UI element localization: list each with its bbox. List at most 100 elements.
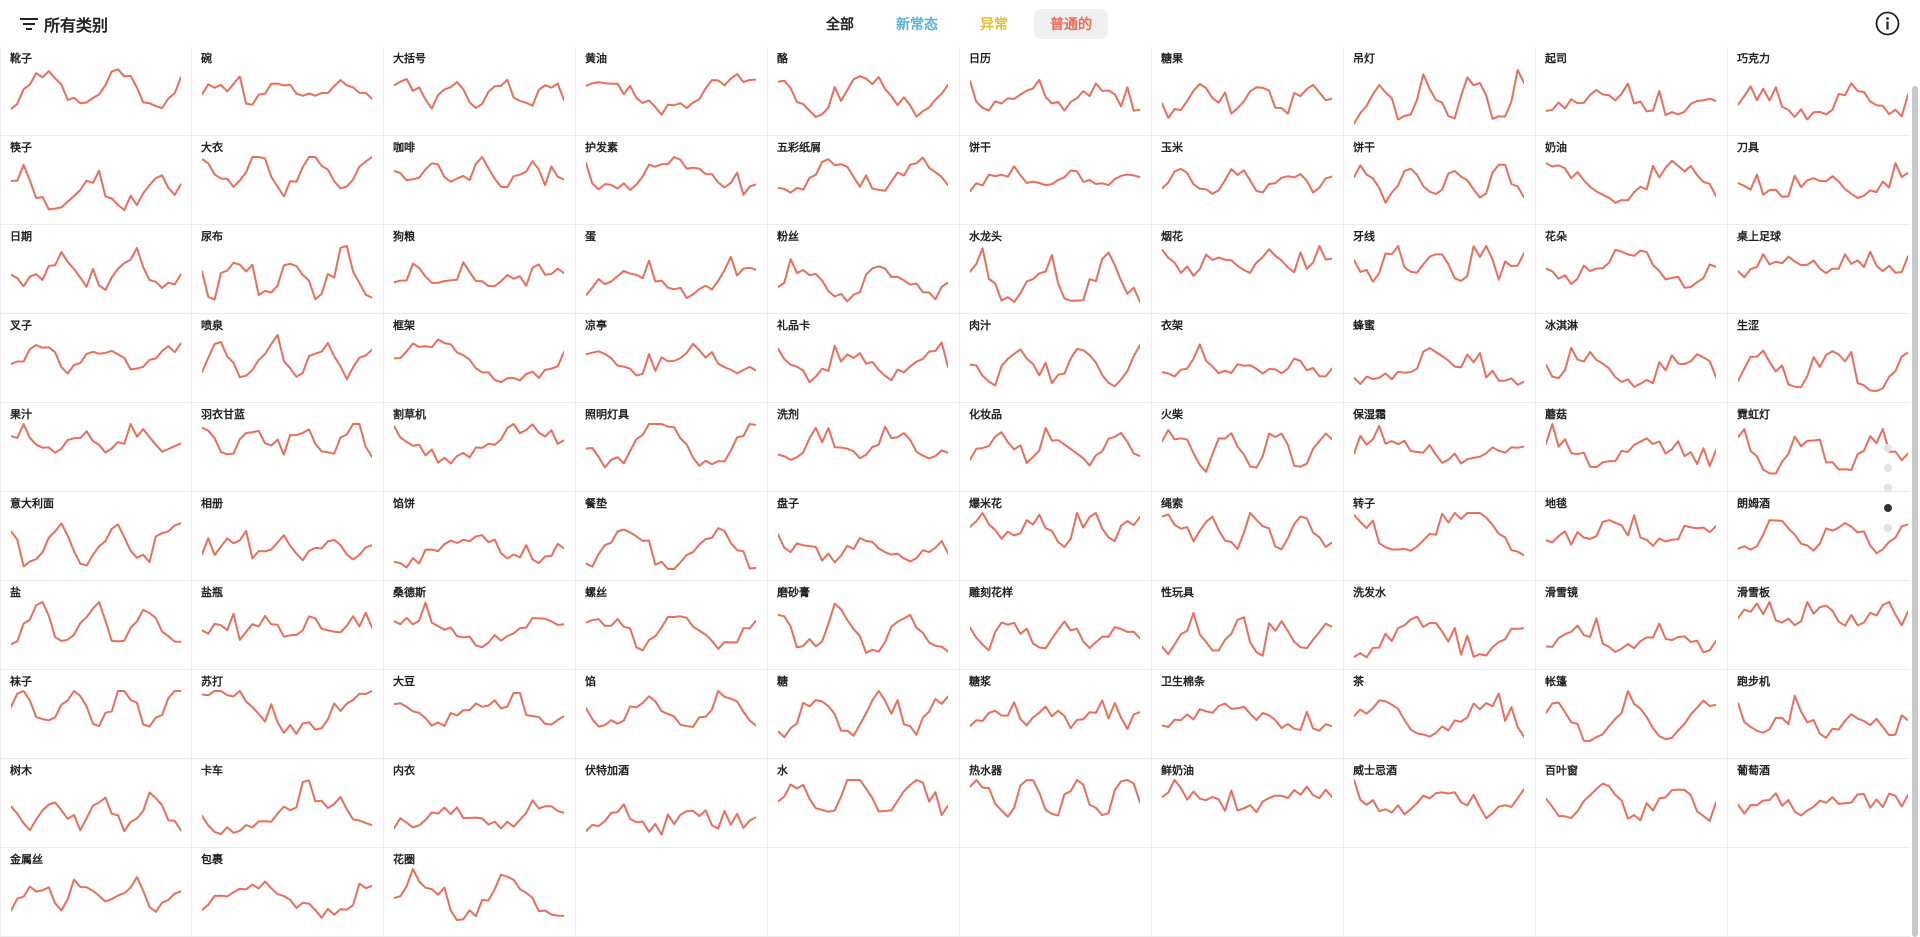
- tab-all[interactable]: 全部: [810, 9, 870, 39]
- category-cell[interactable]: 尿布: [192, 225, 384, 314]
- category-cell[interactable]: 护发素: [576, 136, 768, 225]
- category-cell[interactable]: 水: [768, 759, 960, 848]
- category-cell[interactable]: 地毯: [1536, 492, 1728, 581]
- category-cell[interactable]: 相册: [192, 492, 384, 581]
- category-cell[interactable]: 玉米: [1152, 136, 1344, 225]
- category-cell[interactable]: 饼干: [960, 136, 1152, 225]
- category-cell[interactable]: 金属丝: [0, 848, 192, 937]
- category-cell[interactable]: 桌上足球: [1728, 225, 1910, 314]
- category-cell[interactable]: 性玩具: [1152, 581, 1344, 670]
- tab-abnormal[interactable]: 异常: [964, 9, 1024, 39]
- category-cell[interactable]: 威士忌酒: [1344, 759, 1536, 848]
- category-cell[interactable]: 碗: [192, 47, 384, 136]
- category-cell[interactable]: 转子: [1344, 492, 1536, 581]
- category-cell[interactable]: 热水器: [960, 759, 1152, 848]
- page-dot[interactable]: [1884, 464, 1892, 472]
- page-dot[interactable]: [1884, 444, 1892, 452]
- category-cell[interactable]: 靴子: [0, 47, 192, 136]
- category-cell[interactable]: 盐瓶: [192, 581, 384, 670]
- category-cell[interactable]: 水龙头: [960, 225, 1152, 314]
- category-cell[interactable]: 烟花: [1152, 225, 1344, 314]
- category-cell[interactable]: 包裹: [192, 848, 384, 937]
- category-cell[interactable]: 桑德斯: [384, 581, 576, 670]
- category-cell[interactable]: 生涩: [1728, 314, 1910, 403]
- category-cell[interactable]: 爆米花: [960, 492, 1152, 581]
- category-cell[interactable]: 羽衣甘蓝: [192, 403, 384, 492]
- category-cell[interactable]: 滑雪镜: [1536, 581, 1728, 670]
- category-cell[interactable]: 百叶窗: [1536, 759, 1728, 848]
- category-cell[interactable]: 花圈: [384, 848, 576, 937]
- category-cell[interactable]: 起司: [1536, 47, 1728, 136]
- category-cell[interactable]: 凉亭: [576, 314, 768, 403]
- category-cell[interactable]: 吊灯: [1344, 47, 1536, 136]
- category-cell[interactable]: 茶: [1344, 670, 1536, 759]
- category-cell[interactable]: 酪: [768, 47, 960, 136]
- category-cell[interactable]: 照明灯具: [576, 403, 768, 492]
- category-cell[interactable]: 餐垫: [576, 492, 768, 581]
- category-cell[interactable]: 绳索: [1152, 492, 1344, 581]
- category-cell[interactable]: 衣架: [1152, 314, 1344, 403]
- category-filter-button[interactable]: 所有类别: [20, 12, 108, 36]
- category-cell[interactable]: 礼品卡: [768, 314, 960, 403]
- page-dot[interactable]: [1884, 504, 1892, 512]
- category-cell[interactable]: 大衣: [192, 136, 384, 225]
- category-cell[interactable]: 跑步机: [1728, 670, 1910, 759]
- category-cell[interactable]: 糖果: [1152, 47, 1344, 136]
- category-cell[interactable]: 蘑菇: [1536, 403, 1728, 492]
- category-cell[interactable]: 饼干: [1344, 136, 1536, 225]
- category-cell[interactable]: 蜂蜜: [1344, 314, 1536, 403]
- category-cell[interactable]: 苏打: [192, 670, 384, 759]
- category-cell[interactable]: 糖浆: [960, 670, 1152, 759]
- category-cell[interactable]: 大豆: [384, 670, 576, 759]
- category-cell[interactable]: 意大利面: [0, 492, 192, 581]
- category-cell[interactable]: 馅: [576, 670, 768, 759]
- vertical-scrollbar[interactable]: [1912, 86, 1918, 937]
- category-cell[interactable]: 葡萄酒: [1728, 759, 1910, 848]
- category-cell[interactable]: 筷子: [0, 136, 192, 225]
- category-cell[interactable]: 奶油: [1536, 136, 1728, 225]
- category-cell[interactable]: 喷泉: [192, 314, 384, 403]
- tab-new-normal[interactable]: 新常态: [880, 9, 954, 39]
- category-cell[interactable]: 果汁: [0, 403, 192, 492]
- category-cell[interactable]: 刀具: [1728, 136, 1910, 225]
- page-dot[interactable]: [1884, 484, 1892, 492]
- category-cell[interactable]: 袜子: [0, 670, 192, 759]
- category-cell[interactable]: 糖: [768, 670, 960, 759]
- category-cell[interactable]: 蛋: [576, 225, 768, 314]
- category-cell[interactable]: 肉汁: [960, 314, 1152, 403]
- category-cell[interactable]: 保湿霜: [1344, 403, 1536, 492]
- category-cell[interactable]: 冰淇淋: [1536, 314, 1728, 403]
- category-cell[interactable]: 滑雪板: [1728, 581, 1910, 670]
- category-cell[interactable]: 割草机: [384, 403, 576, 492]
- category-cell[interactable]: 化妆品: [960, 403, 1152, 492]
- category-cell[interactable]: 大括号: [384, 47, 576, 136]
- category-cell[interactable]: 磨砂膏: [768, 581, 960, 670]
- category-cell[interactable]: 狗粮: [384, 225, 576, 314]
- category-cell[interactable]: 叉子: [0, 314, 192, 403]
- category-cell[interactable]: 卡车: [192, 759, 384, 848]
- tab-normal[interactable]: 普通的: [1034, 9, 1108, 39]
- category-cell[interactable]: 帐篷: [1536, 670, 1728, 759]
- category-cell[interactable]: 盘子: [768, 492, 960, 581]
- category-cell[interactable]: 螺丝: [576, 581, 768, 670]
- category-cell[interactable]: 内衣: [384, 759, 576, 848]
- category-cell[interactable]: 朗姆酒: [1728, 492, 1910, 581]
- page-dot[interactable]: [1884, 524, 1892, 532]
- category-cell[interactable]: 咖啡: [384, 136, 576, 225]
- category-cell[interactable]: 巧克力: [1728, 47, 1910, 136]
- category-cell[interactable]: 馅饼: [384, 492, 576, 581]
- category-cell[interactable]: 洗剂: [768, 403, 960, 492]
- category-cell[interactable]: 五彩纸屑: [768, 136, 960, 225]
- category-cell[interactable]: 黄油: [576, 47, 768, 136]
- category-cell[interactable]: 日期: [0, 225, 192, 314]
- category-cell[interactable]: 牙线: [1344, 225, 1536, 314]
- category-cell[interactable]: 火柴: [1152, 403, 1344, 492]
- category-cell[interactable]: 伏特加酒: [576, 759, 768, 848]
- category-cell[interactable]: 霓虹灯: [1728, 403, 1910, 492]
- category-cell[interactable]: 树木: [0, 759, 192, 848]
- category-cell[interactable]: 洗发水: [1344, 581, 1536, 670]
- category-cell[interactable]: 框架: [384, 314, 576, 403]
- category-cell[interactable]: 日历: [960, 47, 1152, 136]
- category-cell[interactable]: 粉丝: [768, 225, 960, 314]
- category-cell[interactable]: 盐: [0, 581, 192, 670]
